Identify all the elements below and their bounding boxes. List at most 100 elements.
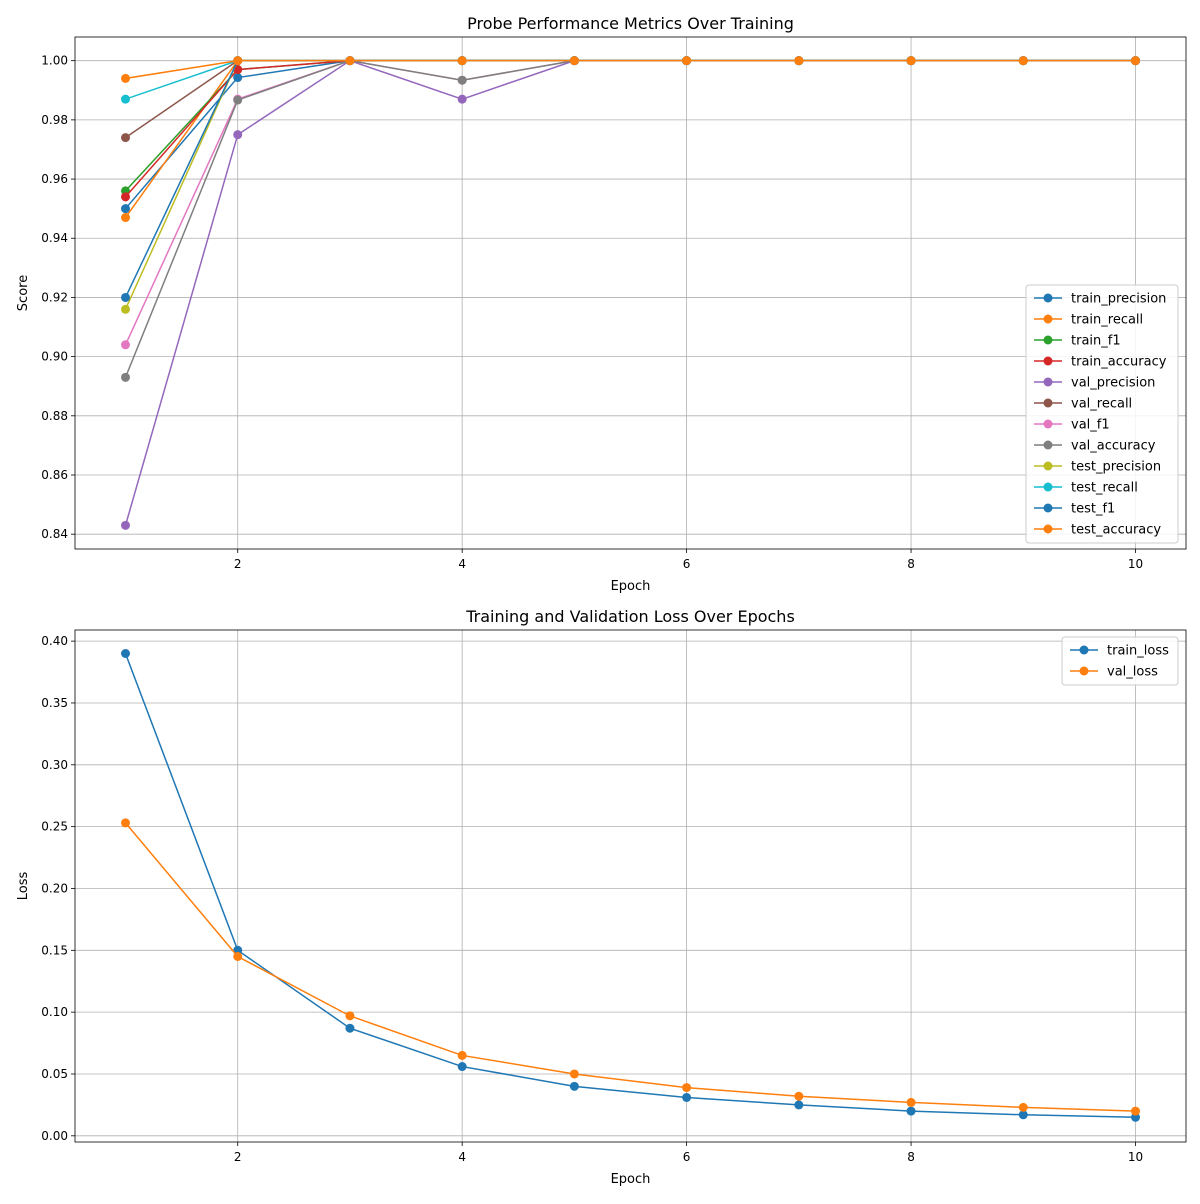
legend-label: val_accuracy [1071, 439, 1156, 454]
line-train_accuracy [124, 59, 1136, 198]
legend-label: val_loss [1107, 665, 1158, 680]
y-tick-label: 0.86 [41, 468, 68, 482]
legend-label: test_recall [1071, 481, 1138, 496]
point-val_loss [121, 818, 130, 828]
point-val_loss [569, 1069, 579, 1079]
point-val_f1 [121, 340, 130, 350]
point-train_loss [1131, 1112, 1140, 1122]
point-val_loss [457, 1050, 467, 1060]
legend-label: train_precision [1071, 292, 1166, 307]
x-tick-label: 6 [683, 1150, 691, 1164]
point-train_recall [121, 213, 130, 223]
point-train_loss [906, 1106, 916, 1116]
point-test_accuracy [233, 56, 243, 66]
legend-label: val_precision [1071, 376, 1155, 391]
line-train_precision [124, 59, 1136, 210]
y-tick-label: 0.05 [41, 1067, 68, 1081]
legend-marker [1043, 482, 1053, 492]
legend-box [1061, 636, 1179, 686]
point-test_accuracy [457, 56, 467, 66]
x-tick-label: 4 [458, 557, 466, 571]
legend-marker [1043, 461, 1053, 471]
chart-1: 2 4 6 8 10 0.00 0.05 0.10 0.15 0.20 0.25 0.30 0.35 0.… [16, 607, 1187, 1187]
series-train_f1 [121, 56, 1140, 196]
y-tick-label: 0.35 [41, 696, 68, 710]
y-tick-label: 0.92 [41, 290, 68, 304]
point-test_accuracy [121, 73, 130, 83]
legend-marker [1043, 398, 1053, 408]
point-test_accuracy [682, 56, 692, 66]
point-train_loss [457, 1062, 467, 1072]
x-tick-label: 2 [234, 1150, 242, 1164]
point-test_precision [121, 304, 130, 314]
legend-marker [1043, 293, 1053, 303]
point-train_loss [569, 1081, 579, 1091]
legend-marker [1043, 419, 1053, 429]
line-train_recall [124, 59, 1136, 218]
y-tick-label: 0.15 [41, 943, 68, 957]
x-tick-label: 8 [907, 1150, 915, 1164]
point-test_accuracy [345, 56, 355, 66]
point-val_loss [794, 1091, 804, 1101]
point-val_loss [682, 1083, 692, 1093]
y-axis-label: Loss [16, 872, 31, 901]
legend-marker [1043, 314, 1053, 324]
point-val_accuracy [233, 95, 243, 105]
line-val_precision [124, 59, 1136, 526]
x-axis-label: Epoch [611, 1172, 651, 1187]
point-train_accuracy [121, 192, 130, 202]
series-train_recall [121, 56, 1140, 223]
point-val_precision [121, 520, 130, 530]
point-val_loss [1018, 1102, 1028, 1112]
legend-label: train_recall [1071, 313, 1143, 328]
x-tick-label: 4 [458, 1150, 466, 1164]
legend-label: test_accuracy [1071, 523, 1161, 538]
series-test_precision [121, 56, 1140, 314]
y-tick-label: 0.30 [41, 758, 68, 772]
series-val_recall [121, 56, 1140, 143]
point-val_recall [121, 133, 130, 143]
y-axis-label: Score [16, 275, 31, 311]
legend-label: train_f1 [1071, 334, 1121, 349]
series-train_accuracy [121, 56, 1140, 202]
chart-0: 2 4 6 8 10 0.84 0.86 0.88 0.90 0.92 0.94 0.96 0.98 1.… [16, 14, 1187, 594]
point-test_recall [121, 94, 130, 104]
point-train_loss [682, 1092, 692, 1102]
series-train_precision [121, 56, 1140, 214]
legend-label: test_precision [1071, 460, 1161, 475]
chart-title: Training and Validation Loss Over Epochs [465, 607, 795, 626]
series-val_precision [121, 56, 1140, 530]
legend-label: test_f1 [1071, 502, 1115, 517]
y-tick-label: 0.20 [41, 881, 68, 895]
point-train_precision [121, 204, 130, 214]
plot-frame [74, 629, 1187, 1143]
line-test_accuracy [125, 59, 1136, 80]
line-val_f1 [124, 59, 1136, 346]
legend-marker [1043, 440, 1053, 450]
x-axis-label: Epoch [611, 579, 651, 594]
point-train_loss [233, 945, 243, 955]
point-train_loss [1018, 1110, 1028, 1120]
point-val_loss [345, 1011, 355, 1021]
x-tick-label: 8 [907, 557, 915, 571]
point-train_loss [345, 1023, 355, 1033]
series-val_f1 [121, 56, 1140, 350]
y-tick-label: 1.00 [41, 54, 68, 68]
series-test_accuracy [121, 56, 1140, 83]
line-train_f1 [124, 59, 1136, 192]
legend-marker [1079, 645, 1089, 655]
y-tick-label: 0.90 [41, 350, 68, 364]
legend: train_loss val_loss [1061, 636, 1179, 686]
point-test_accuracy [794, 56, 804, 66]
point-train_loss [121, 648, 130, 658]
x-tick-label: 10 [1128, 557, 1143, 571]
line-test_precision [124, 59, 1136, 310]
x-tick-label: 2 [234, 557, 242, 571]
point-test_accuracy [1131, 56, 1140, 66]
legend-label: val_recall [1071, 397, 1132, 412]
legend: train_precision train_recall train_f1train… [1025, 284, 1179, 544]
series-val_accuracy [121, 56, 1140, 382]
series-train_loss [121, 648, 1140, 1122]
